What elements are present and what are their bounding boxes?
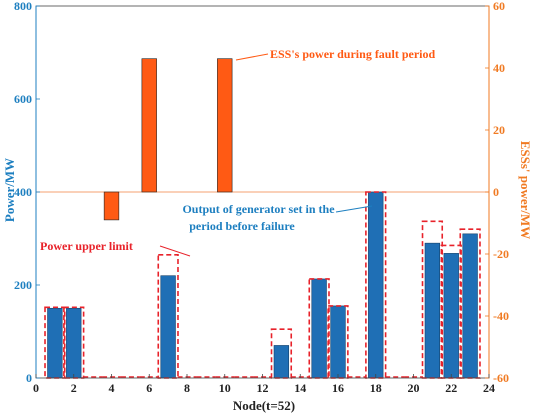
left-y-tick-label: 0 [26,371,32,385]
x-ticks: 0 2 4 6 8 10 12 14 16 18 20 22 24 [33,374,495,395]
x-tick-label: 22 [445,381,457,395]
x-tick-label: 10 [219,381,231,395]
left-y-tick-label: 400 [14,185,32,199]
upper-limit-annotation-arrow [159,245,191,257]
x-tick-label: 20 [408,381,420,395]
generator-bar [66,307,82,379]
generator-bar [273,345,290,379]
left-y-tick-label: 800 [14,0,32,13]
generator-annotation-arrow [335,205,373,213]
right-y-tick-label: 0 [493,185,499,199]
generator-bar [160,275,176,379]
upper-limit-outline [327,305,349,379]
x-tick-label: 12 [257,381,269,395]
right-y-tick-label: 40 [493,61,505,75]
ess-bar [141,58,157,193]
upper-limit-outline [270,328,293,379]
generator-annotation-line1: Output of generator set in the [182,202,335,216]
generator-bars [47,191,478,379]
right-y-axis-label: ESSs' power/MW [518,141,533,240]
x-tick-label: 8 [184,381,190,395]
right-y-tick-label: 20 [493,123,505,137]
x-tick-label: 0 [33,381,39,395]
generator-bar [443,253,459,379]
generator-bar [330,305,346,379]
x-tick-label: 14 [294,381,306,395]
ess-annotation-arrow [235,53,269,61]
x-tick-label: 16 [332,381,344,395]
x-tick-label: 6 [146,381,152,395]
generator-annotation-label: Output of generator set in the period be… [182,202,337,233]
generator-annotation-line2: period before failure [189,219,295,233]
ess-bars [103,58,233,221]
generator-bar [462,233,478,379]
left-y-ticks: 0 200 400 600 800 [14,0,40,385]
right-y-ticks: -60 -40 -20 0 20 40 60 [485,0,509,385]
right-y-tick-label: 60 [493,0,505,13]
right-y-tick-label: -20 [493,247,509,261]
generator-bar [47,307,63,379]
upper-limit-outline [365,191,387,379]
generator-bar [424,242,441,379]
x-axis-label: Node(t=52) [233,398,295,413]
left-y-tick-label: 200 [14,278,32,292]
left-y-tick-label: 600 [14,92,32,106]
x-tick-label: 4 [109,381,115,395]
left-y-axis-label: Power/MW [2,158,17,222]
generator-bar [368,191,384,379]
ess-bar [217,58,233,193]
x-tick-label: 24 [483,381,495,395]
right-y-tick-label: -60 [493,371,509,385]
upper-limit-annotation-label: Power upper limit [40,239,133,253]
ess-bar [103,191,120,221]
right-y-tick-label: -40 [493,309,509,323]
ess-annotation-label: ESS's power during fault period [270,47,435,61]
generator-bar [311,278,327,379]
x-tick-label: 18 [370,381,382,395]
x-tick-label: 2 [71,381,77,395]
